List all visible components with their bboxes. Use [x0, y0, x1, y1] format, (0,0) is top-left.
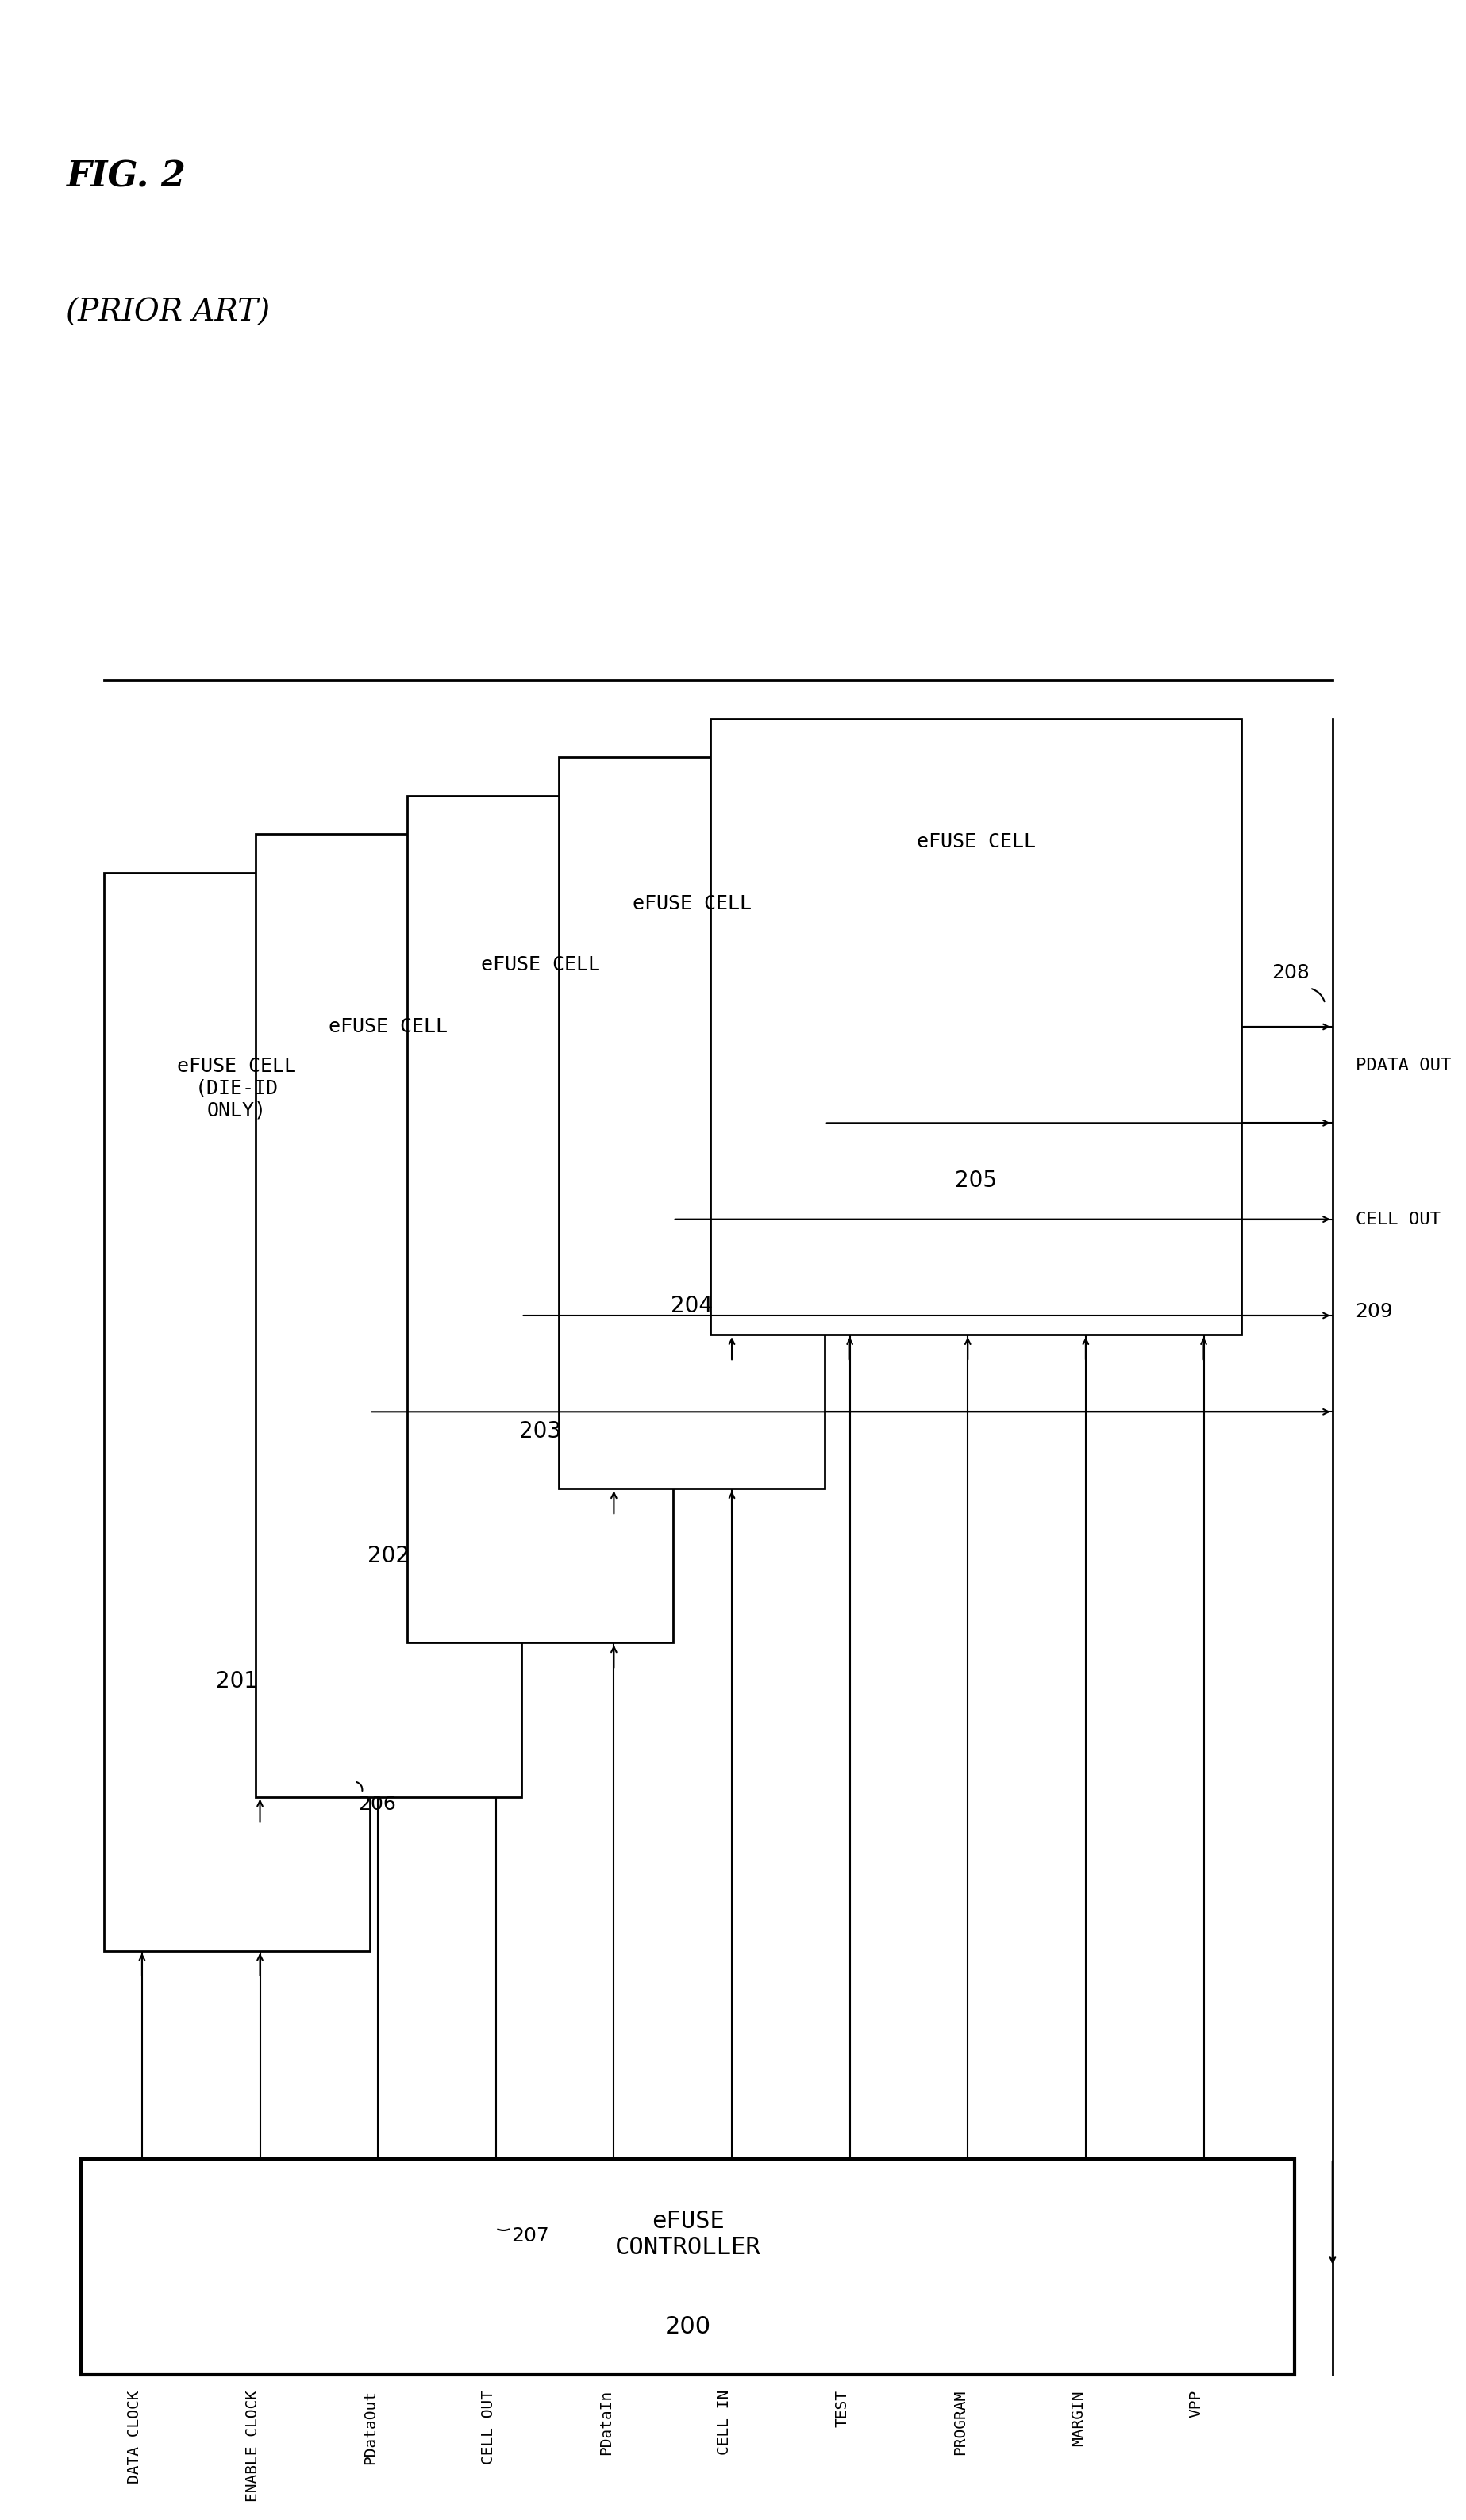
Text: 203: 203	[519, 1419, 561, 1441]
Text: 200: 200	[666, 2316, 711, 2339]
Bar	[81, 2160, 1294, 2374]
Text: CELL OUT: CELL OUT	[1356, 1212, 1440, 1227]
Text: eFUSE CELL: eFUSE CELL	[481, 955, 600, 975]
Text: eFUSE CELL: eFUSE CELL	[328, 1018, 449, 1036]
Bar	[711, 718, 1242, 1336]
Bar	[255, 834, 522, 1797]
Text: PDataIn: PDataIn	[598, 2389, 614, 2454]
Text: 205: 205	[956, 1169, 997, 1192]
Text: ENABLE CLOCK: ENABLE CLOCK	[245, 2389, 259, 2502]
Text: eFUSE CELL
(DIE-ID
ONLY): eFUSE CELL (DIE-ID ONLY)	[177, 1056, 296, 1119]
Text: eFUSE
CONTROLLER: eFUSE CONTROLLER	[616, 2210, 761, 2258]
Text: FIG. 2: FIG. 2	[66, 159, 186, 194]
Text: PDATA OUT: PDATA OUT	[1356, 1058, 1451, 1074]
Text: DATA CLOCK: DATA CLOCK	[128, 2389, 142, 2482]
Text: PDataOut: PDataOut	[364, 2389, 378, 2465]
Text: 201: 201	[216, 1671, 258, 1693]
Text: 204: 204	[671, 1295, 712, 1318]
Bar	[408, 796, 673, 1643]
Bar	[559, 756, 824, 1489]
Text: VPP: VPP	[1189, 2389, 1204, 2417]
Text: eFUSE CELL: eFUSE CELL	[632, 895, 752, 912]
Bar	[104, 872, 369, 1950]
Text: eFUSE CELL: eFUSE CELL	[916, 832, 1035, 852]
Text: 202: 202	[368, 1545, 409, 1567]
Text: CELL IN: CELL IN	[717, 2389, 732, 2454]
Text: 207: 207	[512, 2225, 548, 2245]
Text: 206: 206	[358, 1794, 396, 1814]
Text: PROGRAM: PROGRAM	[953, 2389, 968, 2454]
Text: CELL OUT: CELL OUT	[481, 2389, 496, 2465]
Text: TEST: TEST	[834, 2389, 850, 2427]
Text: (PRIOR ART): (PRIOR ART)	[66, 297, 270, 328]
Text: 208: 208	[1272, 963, 1309, 983]
Text: 209: 209	[1356, 1303, 1393, 1320]
Text: MARGIN: MARGIN	[1070, 2389, 1086, 2447]
